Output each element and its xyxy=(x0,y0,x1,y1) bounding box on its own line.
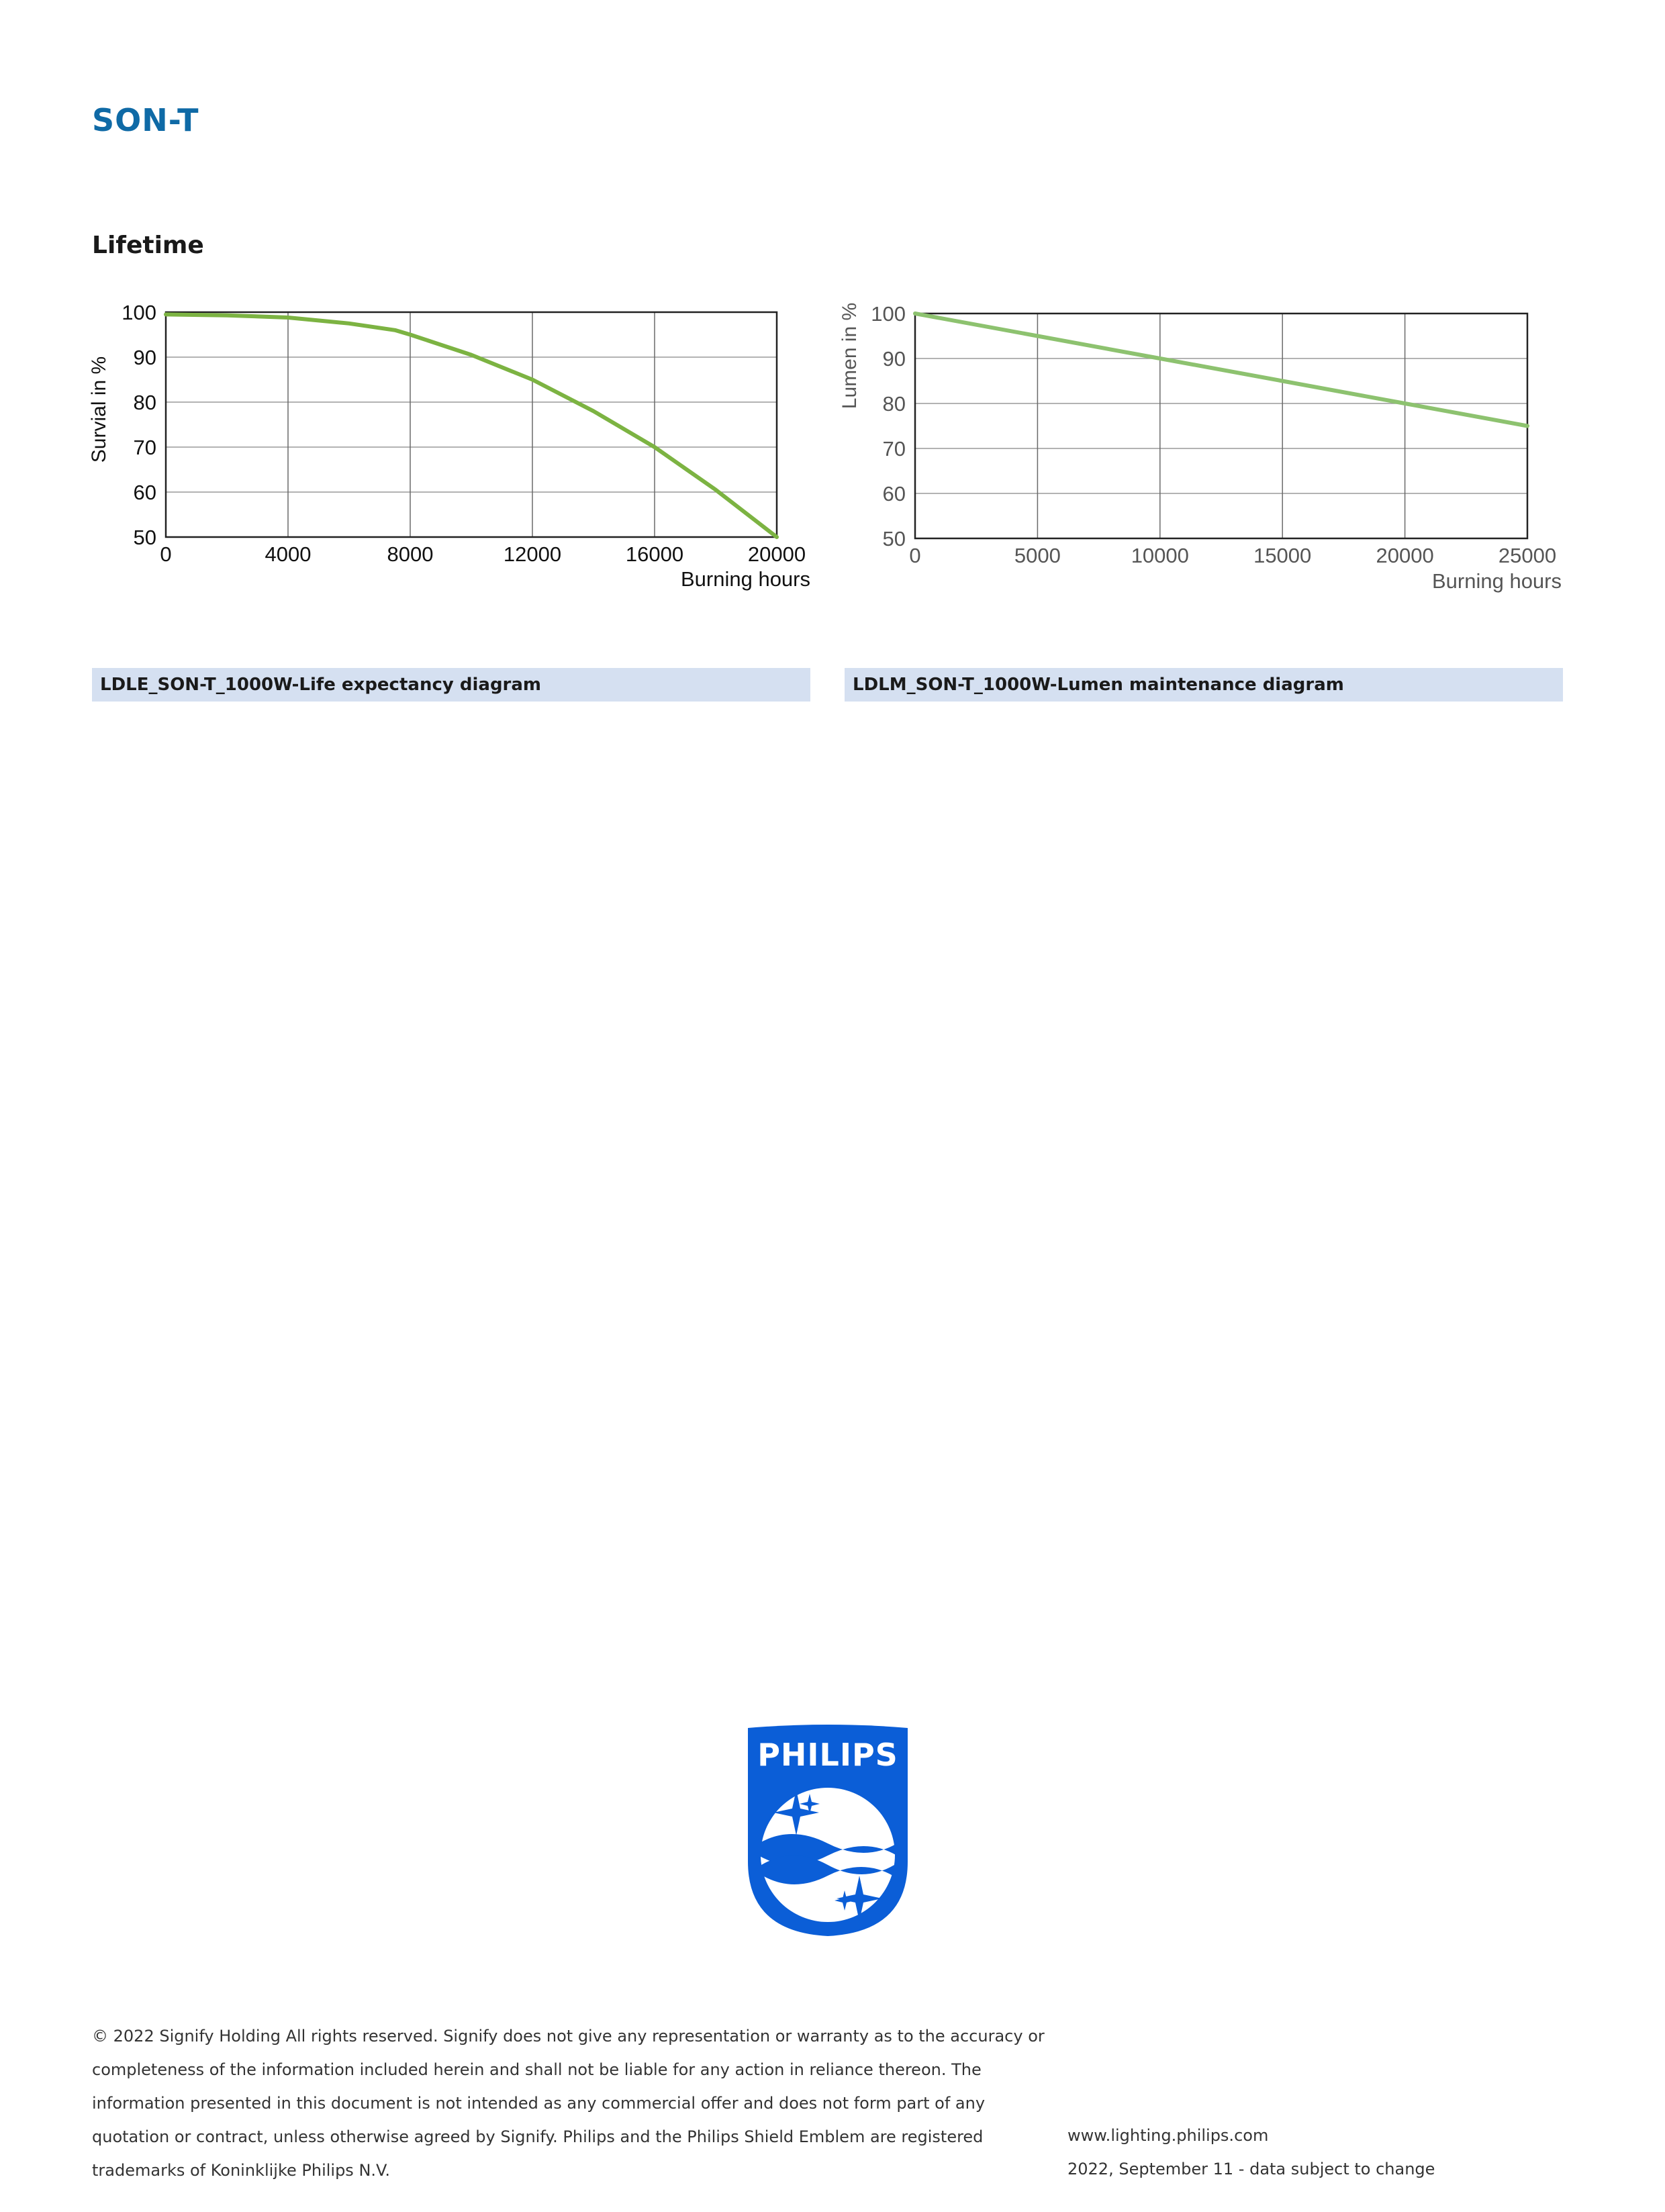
star-icon xyxy=(773,1790,819,1835)
lumen-plot-frame xyxy=(914,312,1529,540)
life-x-tick-label: 8000 xyxy=(387,542,434,566)
philips-wordmark: PHILIPS xyxy=(757,1737,898,1773)
lumen-chart-caption: LDLM_SON-T_1000W-Lumen maintenance diagr… xyxy=(845,668,1563,702)
life-plot: 50 60 70 80 90 100 0 4000 8000 12000 16000 20000 xyxy=(122,301,806,566)
philips-shield-logo: PHILIPS xyxy=(748,1725,908,1936)
life-chart-caption: LDLE_SON-T_1000W-Life expectancy diagram xyxy=(92,668,810,702)
lumen-y-tick-label: 100 xyxy=(871,302,906,326)
life-y-tick-label: 70 xyxy=(134,436,156,459)
lumen-x-axis-label: Burning hours xyxy=(1432,569,1562,593)
legal-line: quotation or contract, unless otherwise … xyxy=(92,2127,984,2146)
life-y-tick-label: 80 xyxy=(134,391,156,414)
life-x-axis-label: Burning hours xyxy=(681,567,810,591)
wave-shape-lower xyxy=(761,1856,894,1884)
life-y-tick-label: 60 xyxy=(134,481,156,504)
legal-notice: © 2022 Signify Holding All rights reserv… xyxy=(92,2019,1045,2187)
date-note: 2022, September 11 - data subject to cha… xyxy=(1067,2160,1435,2178)
legal-line: © 2022 Signify Holding All rights reserv… xyxy=(92,2027,1045,2046)
lumen-x-tick-label: 20000 xyxy=(1376,544,1433,567)
life-x-tick-label: 12000 xyxy=(504,542,561,566)
website-link[interactable]: www.lighting.philips.com xyxy=(1067,2126,1269,2145)
lumen-y-tick-label: 60 xyxy=(883,482,906,506)
legal-line: completeness of the information included… xyxy=(92,2060,982,2079)
life-x-tick-label: 20000 xyxy=(748,542,806,566)
life-y-tick-label: 100 xyxy=(122,301,156,324)
life-x-tick-label: 16000 xyxy=(626,542,683,566)
life-x-tick-label: 4000 xyxy=(265,542,312,566)
star-icon-small xyxy=(800,1794,820,1814)
contact-info: www.lighting.philips.com 2022, September… xyxy=(1067,2119,1435,2186)
star-icon-lower xyxy=(837,1876,882,1921)
lumen-x-tick-label: 10000 xyxy=(1131,544,1189,567)
lumen-series-line xyxy=(913,311,1529,428)
legal-line: information presented in this document i… xyxy=(92,2094,986,2113)
section-heading: Lifetime xyxy=(92,232,204,259)
lumen-y-axis-label: Lumen in % xyxy=(839,303,861,409)
lumen-x-tick-label: 15000 xyxy=(1253,544,1311,567)
lumen-plot: 50 60 70 80 90 100 0 5000 10000 15000 20000 25000 xyxy=(871,302,1556,567)
lumen-y-tick-label: 90 xyxy=(883,347,906,371)
life-y-tick-label: 50 xyxy=(134,526,156,549)
life-series-line xyxy=(164,312,779,539)
lumen-x-tick-label: 5000 xyxy=(1014,544,1061,567)
legal-line: trademarks of Koninklijke Philips N.V. xyxy=(92,2161,390,2180)
life-expectancy-chart: Survial in % Burning hours 50 60 70 80 90 100… xyxy=(88,301,810,591)
life-plot-frame xyxy=(164,311,778,538)
lumen-y-tick-label: 70 xyxy=(883,437,906,461)
lumen-y-tick-label: 80 xyxy=(883,392,906,416)
product-title: SON-T xyxy=(92,102,199,138)
lumen-y-tick-label: 50 xyxy=(883,527,906,550)
life-x-tick-label: 0 xyxy=(160,542,171,566)
life-y-tick-label: 90 xyxy=(134,346,156,369)
life-y-axis-label: Survial in % xyxy=(88,356,110,463)
lumen-x-tick-label: 25000 xyxy=(1498,544,1556,567)
star-icon-lower-small xyxy=(835,1890,855,1911)
lumen-x-tick-label: 0 xyxy=(909,544,920,567)
